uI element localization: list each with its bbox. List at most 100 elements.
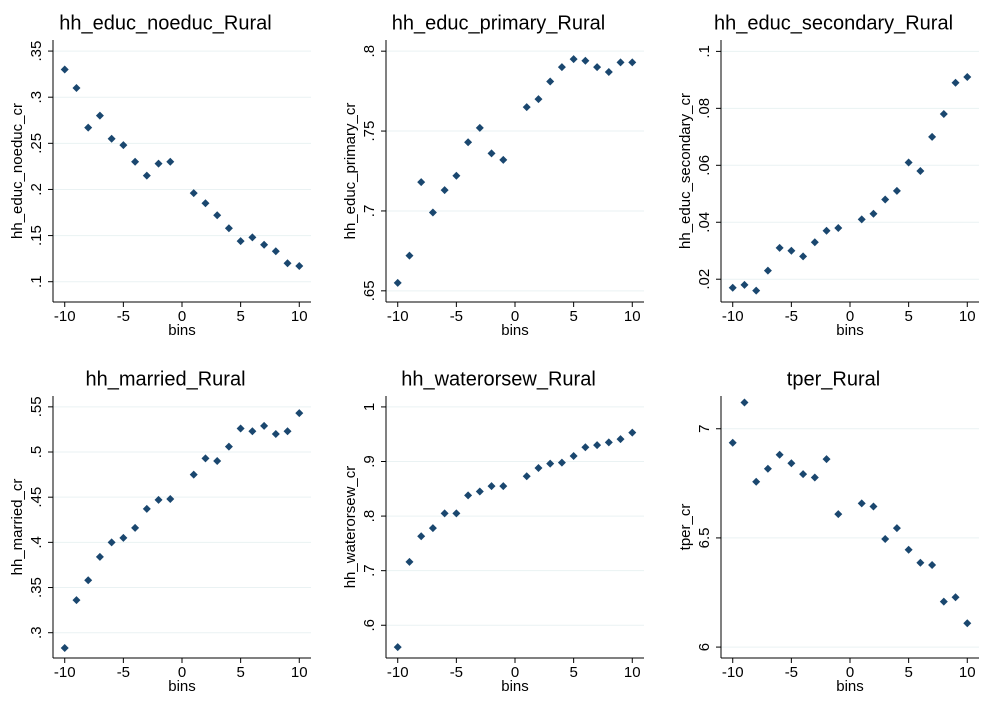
point xyxy=(834,510,843,519)
point xyxy=(236,424,245,433)
x-tick-label: 10 xyxy=(291,664,308,681)
point xyxy=(107,538,116,547)
y-tick-label: .8 xyxy=(361,510,378,523)
point xyxy=(628,428,637,437)
point xyxy=(963,619,972,628)
plot-area xyxy=(721,396,979,658)
point xyxy=(224,224,233,233)
point xyxy=(616,58,625,67)
x-tick-label: -5 xyxy=(117,308,130,325)
point xyxy=(60,644,69,653)
point xyxy=(928,560,937,569)
x-tick-label: 0 xyxy=(846,308,854,325)
x-tick-label: 10 xyxy=(624,308,641,325)
chart-title: hh_waterorsew_Rural xyxy=(401,368,596,390)
x-tick-label: 5 xyxy=(569,308,577,325)
point xyxy=(775,243,784,252)
x-tick-label: -10 xyxy=(722,664,744,681)
y-tick-label: .55 xyxy=(28,396,45,417)
plot-area xyxy=(386,396,644,658)
y-tick-label: .3 xyxy=(28,626,45,639)
y-axis-title: hh_educ_secondary_cr xyxy=(677,93,694,249)
x-tick-label: 10 xyxy=(624,664,641,681)
x-tick-label: -10 xyxy=(387,664,409,681)
point xyxy=(546,77,555,86)
point xyxy=(499,482,508,491)
point xyxy=(201,454,210,463)
point xyxy=(522,103,531,112)
x-tick-label: 10 xyxy=(959,664,976,681)
point xyxy=(119,533,128,542)
plot-area xyxy=(386,40,644,302)
point xyxy=(166,157,175,166)
y-tick-label: .5 xyxy=(28,446,45,459)
point xyxy=(799,470,808,479)
x-tick-label: 10 xyxy=(291,308,308,325)
point xyxy=(763,266,772,275)
point xyxy=(271,247,280,256)
y-tick-label: .3 xyxy=(28,91,45,104)
chart-title: hh_educ_secondary_Rural xyxy=(714,12,953,34)
y-tick-label: .06 xyxy=(696,155,713,176)
point xyxy=(464,138,473,147)
point xyxy=(534,464,543,473)
point xyxy=(248,233,257,242)
y-tick-label: .75 xyxy=(361,121,378,142)
x-axis-title: bins xyxy=(168,678,196,695)
point xyxy=(892,524,901,533)
x-tick-label: -5 xyxy=(785,308,798,325)
x-tick-label: 5 xyxy=(569,664,577,681)
point xyxy=(857,499,866,508)
point xyxy=(892,186,901,195)
chart-title: tper_Rural xyxy=(787,368,880,390)
point xyxy=(810,473,819,482)
point xyxy=(475,123,484,132)
point xyxy=(546,459,555,468)
y-tick-label: .8 xyxy=(361,45,378,58)
y-tick-label: .15 xyxy=(28,225,45,246)
point xyxy=(951,78,960,87)
point xyxy=(428,208,437,217)
point xyxy=(452,171,461,180)
y-tick-label: .1 xyxy=(696,45,713,58)
x-tick-label: -5 xyxy=(117,664,130,681)
chart-title: hh_educ_noeduc_Rural xyxy=(59,12,271,34)
y-axis-title: tper_cr xyxy=(677,504,694,551)
point xyxy=(752,477,761,486)
x-tick-label: -10 xyxy=(387,308,409,325)
y-tick-label: .4 xyxy=(28,536,45,549)
point xyxy=(799,252,808,261)
point xyxy=(452,509,461,518)
y-tick-label: 6.5 xyxy=(696,527,713,548)
point xyxy=(869,209,878,218)
point xyxy=(857,215,866,224)
point xyxy=(522,472,531,481)
point xyxy=(260,421,269,430)
y-tick-label: .02 xyxy=(696,269,713,290)
y-tick-label: .35 xyxy=(28,577,45,598)
point xyxy=(154,159,163,168)
y-axis-title: hh_educ_primary_cr xyxy=(342,103,359,240)
x-tick-label: 5 xyxy=(904,308,912,325)
point xyxy=(440,509,449,518)
plot-area xyxy=(53,396,311,658)
point xyxy=(869,502,878,511)
x-tick-label: 0 xyxy=(178,308,186,325)
x-tick-label: 5 xyxy=(236,664,244,681)
x-axis-title: bins xyxy=(836,322,864,339)
point xyxy=(107,134,116,143)
x-tick-label: 0 xyxy=(178,664,186,681)
point xyxy=(72,83,81,92)
point xyxy=(440,186,449,195)
point xyxy=(119,141,128,150)
point xyxy=(417,532,426,541)
point xyxy=(810,238,819,247)
point xyxy=(154,495,163,504)
point xyxy=(201,199,210,208)
point xyxy=(951,593,960,602)
point xyxy=(881,195,890,204)
y-axis-title: hh_educ_noeduc_cr xyxy=(9,103,26,239)
y-tick-label: .9 xyxy=(361,455,378,468)
point xyxy=(822,226,831,235)
point xyxy=(787,459,796,468)
